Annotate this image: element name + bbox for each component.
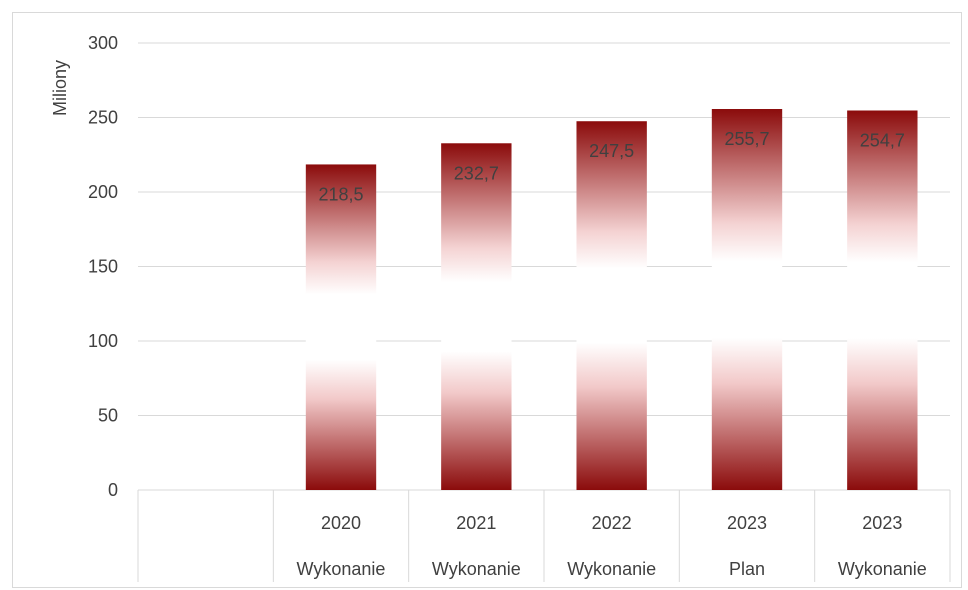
y-tick-label-50: 50 [98,406,118,426]
data-label-5: 254,7 [860,130,905,150]
x-category-kind-1: Wykonanie [297,559,386,579]
x-category-year-4: 2023 [727,513,767,533]
axes [137,489,951,582]
x-category-kind-5: Wykonanie [838,559,927,579]
x-category-kind-2: Wykonanie [432,559,521,579]
y-tick-label-300: 300 [88,33,118,53]
y-tick-label-250: 250 [88,108,118,128]
gridlines [138,42,950,491]
x-category-year-1: 2020 [321,513,361,533]
x-category-year-3: 2022 [592,513,632,533]
bar-2 [441,143,512,491]
data-label-3: 247,5 [589,141,634,161]
data-label-1: 218,5 [318,184,363,204]
y-tick-label-100: 100 [88,331,118,351]
x-category-year-2: 2021 [456,513,496,533]
y-axis-title: Miliony [50,60,70,116]
bar-3 [576,121,647,490]
y-tick-label-0: 0 [108,480,118,500]
bar-5 [847,110,918,490]
labels: 0 50 100 150 200 250 300 2020 Wykonanie 2021 Wykon… [88,33,927,579]
data-label-2: 232,7 [454,163,499,183]
x-category-kind-3: Wykonanie [567,559,656,579]
y-tick-label-200: 200 [88,182,118,202]
x-category-kind-4: Plan [729,559,765,579]
y-tick-label-150: 150 [88,257,118,277]
x-category-year-5: 2023 [862,513,902,533]
bar-1 [305,164,377,490]
bar-4 [711,109,783,490]
bars [305,109,918,491]
data-label-4: 255,7 [724,129,769,149]
